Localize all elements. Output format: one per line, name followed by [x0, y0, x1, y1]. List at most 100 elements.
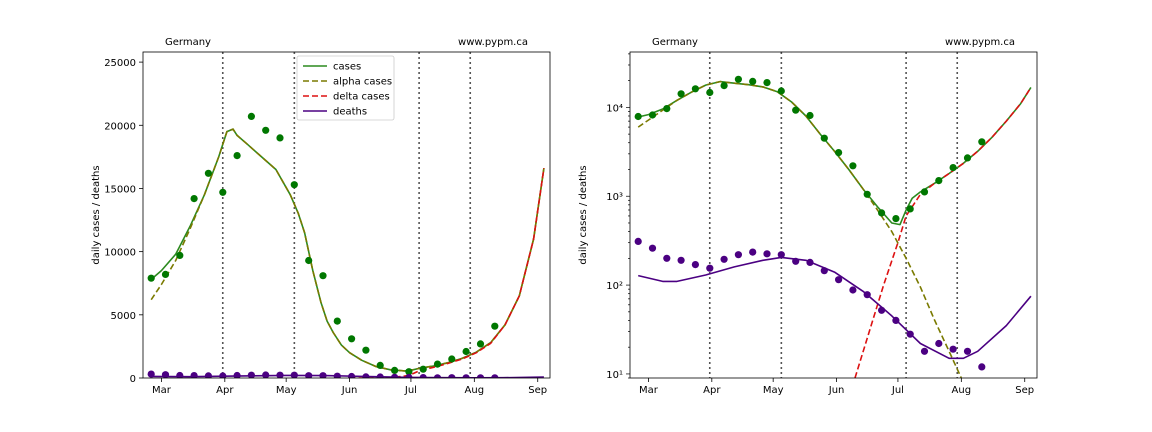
plot-frame	[142, 51, 551, 379]
deaths-data-point	[405, 373, 413, 378]
y-axis-label: daily cases / deaths	[91, 165, 102, 264]
cases-data-point	[247, 112, 255, 120]
deaths-data-point	[147, 370, 155, 378]
deaths-data-point	[749, 248, 757, 256]
cases-data-point	[405, 368, 413, 376]
cases-data-point	[835, 149, 843, 157]
deaths-data-point	[247, 371, 255, 378]
cases-data-point	[949, 164, 957, 172]
y-tick-label: 10000	[104, 248, 136, 259]
legend-label-delta-cases: delta cases	[333, 92, 390, 103]
deaths-data-point	[720, 255, 728, 263]
deaths-data-point	[763, 250, 771, 258]
cases-data-point	[319, 272, 327, 280]
deaths-data-point	[376, 373, 384, 378]
x-tick-label: Mar	[152, 385, 172, 396]
legend-box	[296, 55, 395, 121]
cases-data-point	[290, 181, 298, 189]
deaths-data-point	[290, 371, 298, 378]
deaths-data-point	[820, 267, 828, 275]
deaths-data-point	[878, 306, 886, 314]
deaths-data-point	[849, 286, 857, 294]
deaths-data-point	[792, 257, 800, 265]
deaths-data-point	[262, 371, 270, 378]
cases-data-point	[763, 79, 771, 87]
y-tick-label: 10³	[606, 192, 623, 203]
deaths-data-point	[462, 374, 470, 378]
legend-label-cases: cases	[333, 62, 361, 73]
cases-data-point	[777, 87, 785, 95]
deaths-data-point	[333, 372, 341, 378]
deaths-data-point	[706, 264, 714, 272]
cases-data-point	[878, 209, 886, 217]
cases-data-point	[920, 188, 929, 196]
cases-data-point	[648, 111, 657, 119]
series-line-deaths	[638, 256, 1032, 360]
cases-data-point	[734, 75, 743, 83]
y-tick-label: 10²	[606, 281, 623, 292]
cases-data-point	[978, 138, 986, 146]
cases-data-point	[204, 169, 212, 177]
deaths-data-point	[391, 373, 399, 378]
cases-data-point	[706, 88, 714, 97]
x-tick-label: May	[276, 385, 297, 396]
deaths-data-point	[949, 345, 957, 353]
series-line-alpha-cases	[150, 128, 545, 372]
cases-data-point	[276, 134, 284, 142]
cases-data-point	[348, 335, 356, 343]
cases-data-point	[333, 317, 341, 325]
y-tick-label: 10¹	[606, 370, 623, 381]
deaths-data-point	[935, 339, 943, 348]
deaths-data-point	[319, 372, 327, 378]
deaths-data-point	[777, 251, 785, 259]
deaths-data-point	[634, 237, 642, 245]
cases-data-point	[433, 360, 442, 368]
deaths-data-point	[806, 258, 814, 266]
cases-data-point	[634, 112, 642, 121]
deaths-data-point	[734, 251, 743, 259]
deaths-data-point	[276, 371, 284, 378]
cases-data-point	[448, 355, 456, 363]
cases-data-point	[963, 154, 972, 162]
deaths-data-point	[233, 371, 241, 378]
cases-data-point	[906, 205, 914, 213]
deaths-data-point	[176, 371, 184, 378]
x-tick-label: May	[763, 385, 784, 396]
y-axis-label: daily cases / deaths	[578, 165, 589, 264]
cases-data-point	[792, 106, 800, 114]
cases-data-point	[219, 188, 227, 196]
source-label-right: www.pypm.ca	[945, 37, 1015, 48]
series-line-delta-cases	[349, 168, 545, 378]
deaths-data-point	[476, 374, 485, 378]
deaths-data-point	[219, 372, 227, 378]
cases-data-point	[849, 162, 857, 170]
series-line-cases	[638, 80, 1032, 226]
cases-data-point	[362, 346, 370, 354]
source-label-left: www.pypm.ca	[458, 37, 528, 48]
cases-data-point	[677, 90, 685, 98]
linear-chart-panel: Germany www.pypm.ca Mar Apr May Jun Jul Aug Se…	[91, 37, 551, 396]
plot-area	[634, 52, 1032, 378]
cases-data-point	[476, 340, 485, 348]
cases-data-point	[892, 215, 900, 223]
deaths-data-point	[419, 374, 427, 378]
deaths-data-point	[362, 373, 370, 378]
cases-data-point	[376, 361, 384, 369]
cases-data-point	[147, 274, 155, 282]
cases-data-point	[305, 256, 313, 265]
cases-data-point	[663, 105, 671, 113]
x-tick-label: Jul	[404, 385, 417, 396]
cases-data-point	[935, 177, 943, 185]
x-tick-label: Jun	[828, 385, 845, 396]
deaths-data-point	[348, 372, 356, 378]
x-tick-label: Jun	[341, 385, 358, 396]
cases-data-point	[491, 322, 499, 330]
y-tick-label: 25000	[104, 58, 136, 69]
series-line-cases	[150, 128, 545, 372]
cases-data-point	[691, 85, 700, 93]
x-tick-label: Sep	[1015, 385, 1034, 396]
y-tick-label: 0	[130, 374, 136, 385]
deaths-data-point	[906, 330, 914, 338]
deaths-data-point	[892, 316, 900, 324]
deaths-data-point	[491, 374, 499, 378]
